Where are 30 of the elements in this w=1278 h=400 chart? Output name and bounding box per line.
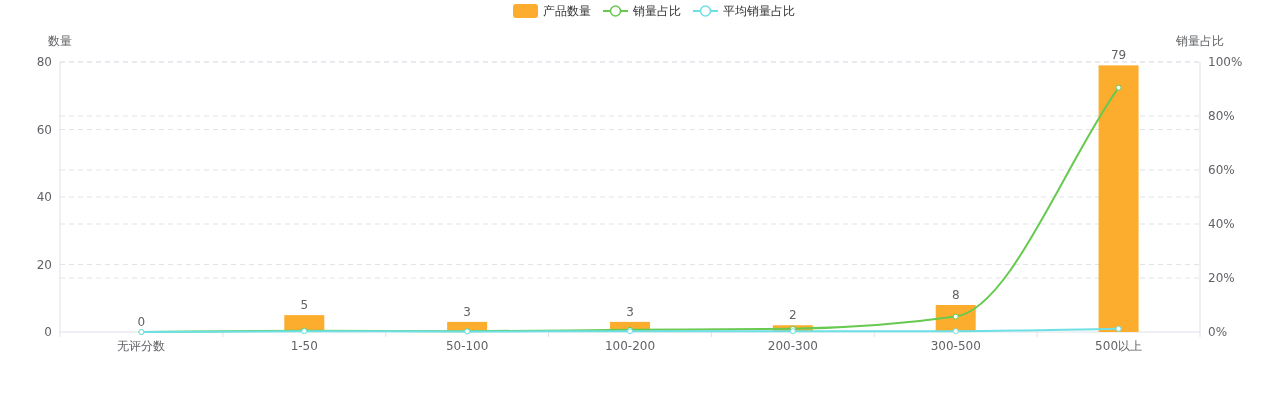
y2-tick-label: 20% bbox=[1208, 271, 1235, 285]
data-label: 2 bbox=[789, 308, 797, 323]
y-axis-title: 数量 bbox=[48, 34, 72, 48]
y-tick-label: 40 bbox=[36, 190, 52, 204]
y2-tick-label: 40% bbox=[1208, 217, 1235, 231]
y-tick-label: 0 bbox=[44, 325, 52, 339]
data-label: 8 bbox=[951, 288, 960, 302]
legend-label: 销量占比 bbox=[632, 4, 681, 18]
data-label: 0 bbox=[137, 315, 146, 329]
y-tick-label: 60 bbox=[36, 122, 52, 137]
data-label: 79 bbox=[1110, 48, 1127, 63]
x-tick-label: 500以上 bbox=[1095, 339, 1143, 353]
data-label: 5 bbox=[300, 298, 309, 313]
legend-label: 平均销量占比 bbox=[723, 4, 795, 18]
legend-label: 产品数量 bbox=[543, 4, 591, 18]
y2-tick-label: 100% bbox=[1208, 55, 1243, 69]
x-tick-label: 300-500 bbox=[930, 339, 981, 353]
y2-tick-label: 0% bbox=[1208, 325, 1228, 339]
x-tick-label: 无评分数 bbox=[117, 339, 166, 353]
y2-tick-label: 80% bbox=[1208, 109, 1235, 123]
y-tick-label: 80 bbox=[36, 55, 52, 69]
data-label: 3 bbox=[463, 304, 471, 319]
x-tick-label: 100-200 bbox=[604, 339, 656, 353]
x-tick-label: 200-300 bbox=[767, 339, 818, 353]
data-label: 3 bbox=[626, 304, 634, 319]
y-tick-label: 20 bbox=[36, 257, 52, 272]
y2-axis-title: 销量占比 bbox=[1175, 34, 1224, 48]
x-tick-label: 1-50 bbox=[290, 339, 318, 353]
y2-tick-label: 60% bbox=[1208, 163, 1235, 177]
x-tick-label: 50-100 bbox=[445, 339, 489, 353]
